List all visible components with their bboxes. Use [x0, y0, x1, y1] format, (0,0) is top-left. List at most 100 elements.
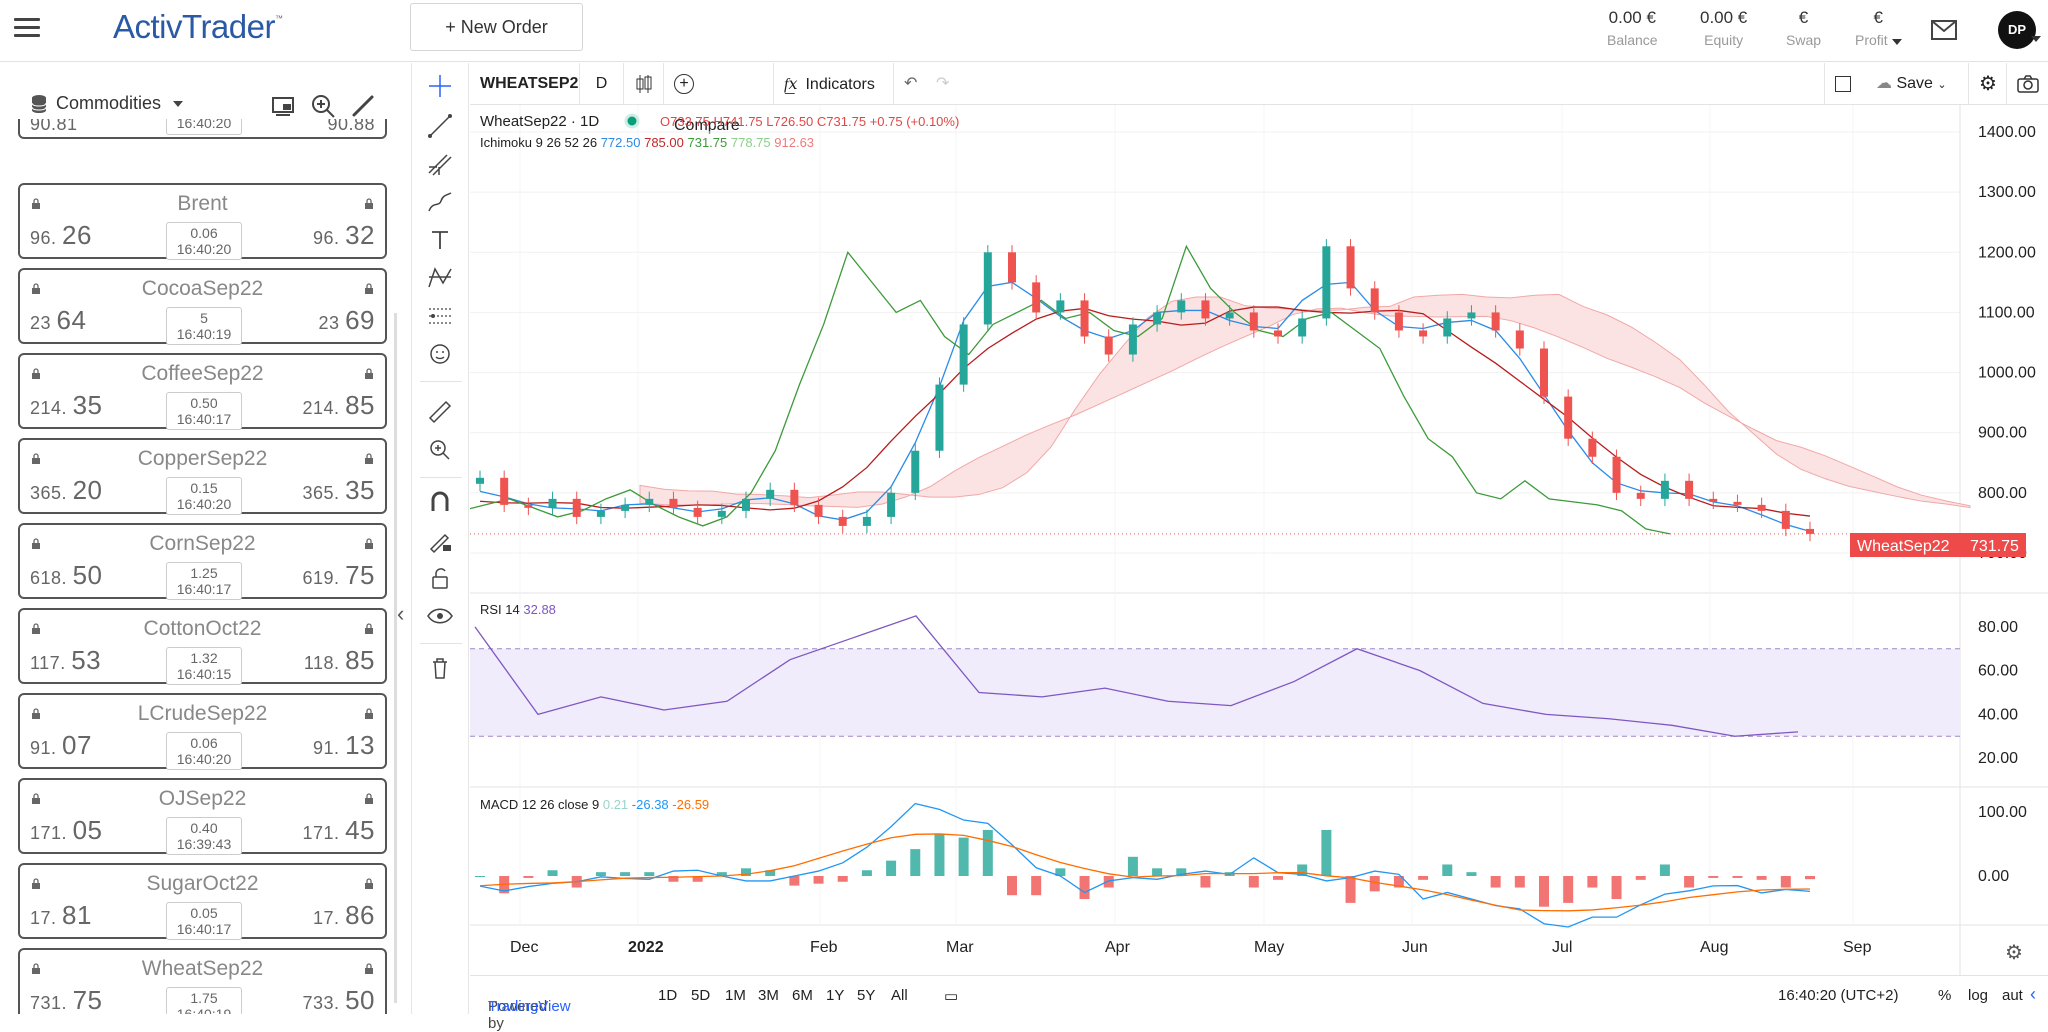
instrument-tile[interactable]: SugarOct22 17. 81 0.05 16:40:17 17. 86	[18, 863, 387, 940]
menu-icon[interactable]	[14, 18, 40, 40]
bid-price[interactable]: 91. 07	[30, 730, 92, 760]
candle-body	[1128, 324, 1137, 355]
time-tick-label: May	[1254, 939, 1284, 956]
lock-icon	[363, 877, 375, 889]
bid-price[interactable]: 214. 35	[30, 390, 103, 420]
instrument-tile[interactable]: CopperSep22 365. 20 0.15 16:40:20 365. 35	[18, 438, 387, 515]
macd-histogram-bar	[861, 870, 872, 876]
bid-price[interactable]: 731. 75	[30, 985, 103, 1014]
sidebar-scrollbar[interactable]	[394, 313, 397, 1003]
eye-icon[interactable]	[425, 601, 455, 631]
avatar[interactable]: DP	[1998, 11, 2036, 49]
range-6m[interactable]: 6M	[792, 987, 813, 1004]
redo-icon[interactable]: ↷	[936, 75, 950, 92]
log-toggle[interactable]: log	[1968, 987, 1989, 1004]
prediction-icon[interactable]	[425, 301, 455, 331]
lock-icon	[30, 197, 42, 209]
collapse-sidebar-icon[interactable]: ‹	[397, 601, 405, 626]
mail-icon[interactable]	[1931, 20, 1957, 40]
instrument-tile[interactable]: WheatSep22 731. 75 1.75 16:40:19 733. 50	[18, 948, 387, 1014]
brush-icon[interactable]	[425, 187, 455, 217]
ask-price[interactable]: 23 69	[318, 305, 375, 335]
rsi-tick-label: 20.00	[1978, 750, 2018, 767]
bid-price[interactable]: 17. 81	[30, 900, 92, 930]
emoji-icon[interactable]	[425, 339, 455, 369]
save-button[interactable]: ☁ Save ⌄	[1876, 75, 1947, 92]
undo-icon[interactable]: ↶	[904, 75, 918, 92]
indicators-button[interactable]: f͟x Indicators	[774, 63, 894, 105]
date-range-icon[interactable]: ▭	[944, 988, 959, 1005]
macd-histogram-bar	[1176, 868, 1187, 876]
ask-price[interactable]: 17. 86	[313, 900, 375, 930]
ask-price[interactable]: 91. 13	[313, 730, 375, 760]
instrument-tile[interactable]: LCrudeSep22 91. 07 0.06 16:40:20 91. 13	[18, 693, 387, 770]
instrument-tile[interactable]: CottonOct22 117. 53 1.32 16:40:15 118. 85	[18, 608, 387, 685]
profit[interactable]: € Profit	[1855, 8, 1902, 48]
category-select[interactable]: Commodities	[30, 93, 184, 114]
chevron-left-icon[interactable]: ‹	[2030, 984, 2036, 1004]
instrument-tile[interactable]: CoffeeSep22 214. 35 0.50 16:40:17 214. 85	[18, 353, 387, 430]
layout-icon[interactable]	[1824, 63, 1858, 105]
instrument-tile[interactable]: CocoaSep22 23 64 5 16:40:19 23 69	[18, 268, 387, 345]
bid-price[interactable]: 171. 05	[30, 815, 103, 845]
candle-body	[1177, 300, 1186, 313]
price-chart[interactable]: 1400.00 1300.00 1200.00 1100.00 1000.00 900.0…	[470, 105, 2048, 975]
bid-price[interactable]: 117. 53	[30, 645, 102, 675]
new-order-button[interactable]: + New Order	[410, 3, 583, 51]
zoom-in-icon[interactable]	[310, 93, 336, 119]
ruler-icon[interactable]	[425, 397, 455, 427]
percent-toggle[interactable]: %	[1938, 987, 1952, 1004]
ask-price[interactable]: 733. 50	[302, 985, 375, 1014]
instrument-tile[interactable]: Brent 96. 26 0.06 16:40:20 96. 32	[18, 183, 387, 260]
auto-toggle[interactable]: aut	[2002, 987, 2023, 1004]
tradingview-link[interactable]: TradingView	[488, 998, 571, 1015]
price-tag-name: WheatSep22	[1857, 538, 1950, 555]
range-5y[interactable]: 5Y	[857, 987, 876, 1004]
pencil-icon[interactable]	[350, 93, 376, 119]
ask-price[interactable]: 118. 85	[303, 645, 375, 675]
magnet-icon[interactable]	[425, 487, 455, 517]
bid-price[interactable]: 23 64	[30, 305, 87, 335]
settings-icon[interactable]: ⚙	[1968, 63, 2006, 105]
candle-body	[1032, 282, 1041, 313]
pattern-icon[interactable]	[425, 263, 455, 293]
ask-price[interactable]: 96. 32	[313, 220, 375, 250]
ichimoku-v2: 785.00	[644, 135, 684, 150]
text-icon[interactable]	[425, 225, 455, 255]
zoom-icon[interactable]	[425, 435, 455, 465]
range-1y[interactable]: 1Y	[826, 987, 845, 1004]
instrument-tile[interactable]: CornSep22 618. 50 1.25 16:40:17 619. 75	[18, 523, 387, 600]
range-5d[interactable]: 5D	[691, 987, 711, 1004]
ask-price[interactable]: 365. 35	[302, 475, 375, 505]
macd-histogram-bar	[813, 876, 824, 884]
range-1m[interactable]: 1M	[725, 987, 746, 1004]
range-all[interactable]: All	[891, 987, 908, 1004]
trend-line-icon[interactable]	[425, 111, 455, 141]
crosshair-icon[interactable]	[425, 71, 455, 101]
symbol-search[interactable]: WHEATSEP2	[470, 63, 580, 105]
macd-histogram-bar	[1539, 876, 1549, 907]
window-icon[interactable]	[270, 93, 296, 119]
range-3m[interactable]: 3M	[758, 987, 779, 1004]
ask-price[interactable]: 214. 85	[302, 390, 375, 420]
bid-price[interactable]: 96. 26	[30, 220, 92, 250]
interval-button[interactable]: D	[580, 63, 624, 105]
compare-button[interactable]: +Compare	[664, 63, 774, 134]
instrument-tile[interactable]: OJSep22 171. 05 0.40 16:39:43 171. 45	[18, 778, 387, 855]
bid-price[interactable]: 618. 50	[30, 560, 103, 590]
axis-settings-icon[interactable]: ⚙	[2005, 942, 2023, 964]
ask-price[interactable]: 171. 45	[302, 815, 375, 845]
trash-icon[interactable]	[425, 653, 455, 683]
range-1d[interactable]: 1D	[658, 987, 678, 1004]
macd-histogram-bar	[1587, 876, 1598, 888]
bid-price[interactable]: 365. 20	[30, 475, 103, 505]
candle-body	[742, 498, 750, 511]
fib-icon[interactable]	[425, 149, 455, 179]
unlock-icon[interactable]	[425, 563, 455, 593]
ask-price[interactable]: 619. 75	[302, 560, 375, 590]
lock-drawing-icon[interactable]	[425, 525, 455, 555]
macd-histogram-bar	[1273, 876, 1283, 880]
chart-type-button[interactable]	[624, 63, 664, 105]
camera-icon[interactable]	[2006, 63, 2048, 105]
candle-body	[838, 516, 847, 526]
